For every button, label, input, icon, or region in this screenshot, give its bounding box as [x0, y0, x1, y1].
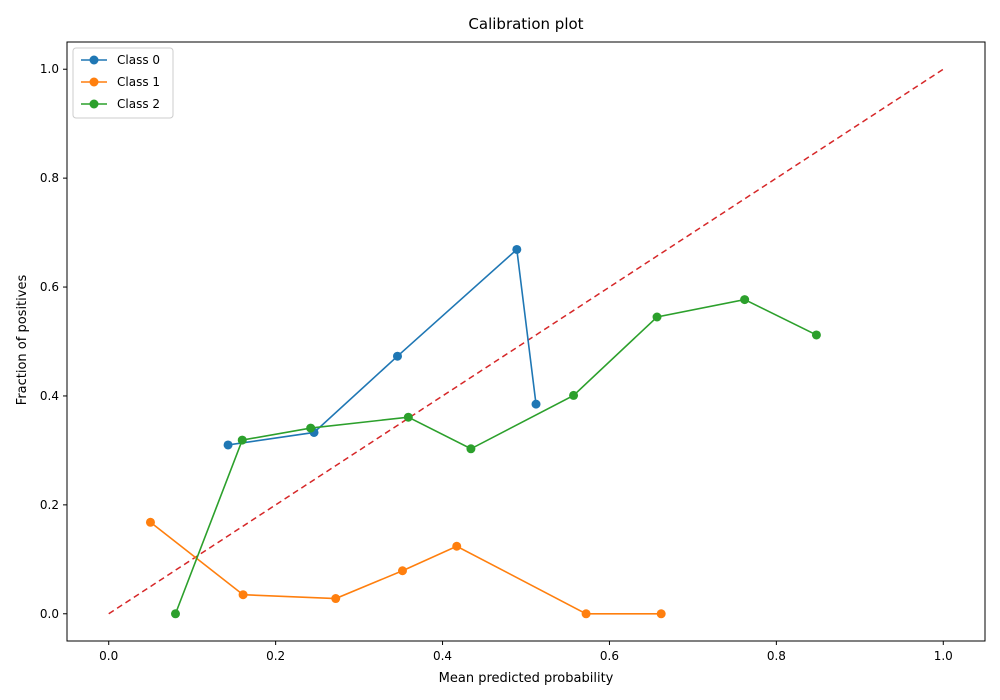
x-tick-label: 0.0 [99, 649, 118, 663]
data-point [740, 295, 750, 305]
legend-label: Class 2 [117, 97, 160, 111]
data-point [512, 244, 522, 254]
legend-swatch-marker [89, 55, 99, 65]
plot-frame [66, 41, 986, 642]
y-tick-label: 0.6 [40, 280, 59, 294]
legend-label: Class 0 [117, 53, 160, 67]
series-2 [170, 295, 821, 619]
y-tick-label: 1.0 [40, 62, 59, 76]
x-tick-label: 1.0 [934, 649, 953, 663]
data-point [331, 594, 341, 604]
data-point [170, 609, 180, 619]
series-0 [223, 244, 541, 450]
legend-box [72, 47, 174, 119]
data-point [656, 609, 666, 619]
y-tick-label: 0.2 [40, 498, 59, 512]
data-point [403, 412, 413, 422]
y-tick-label: 0.0 [40, 607, 59, 621]
reference-line [108, 68, 944, 615]
reference-line-group [108, 68, 944, 615]
y-tick-label: 0.8 [40, 171, 59, 185]
legend-swatch-marker [89, 77, 99, 87]
data-point [397, 566, 407, 576]
series-group [145, 244, 821, 619]
data-point [238, 590, 248, 600]
legend: Class 0 Class 1 Class 2 [72, 47, 174, 119]
data-point [581, 609, 591, 619]
data-point [392, 351, 402, 361]
data-point [223, 440, 233, 450]
data-point [569, 390, 579, 400]
axis-ticks: 0.0 0.2 0.4 0.6 0.8 1.0 0.0 0.2 0.4 0.6 0.8 1.0 [40, 62, 953, 663]
y-tick-label: 0.4 [40, 389, 59, 403]
data-point [306, 423, 316, 433]
chart-title: Calibration plot [468, 15, 583, 33]
series-1 [145, 517, 666, 619]
x-tick-label: 0.2 [266, 649, 285, 663]
data-point [237, 435, 247, 445]
x-axis-label: Mean predicted probability [439, 671, 614, 686]
data-point [531, 399, 541, 409]
x-tick-label: 0.8 [767, 649, 786, 663]
y-axis-label: Fraction of positives [15, 275, 30, 406]
data-point [652, 312, 662, 322]
data-point [145, 517, 155, 527]
data-point [811, 330, 821, 340]
data-point [452, 541, 462, 551]
legend-label: Class 1 [117, 75, 160, 89]
data-point [466, 444, 476, 454]
legend-swatch-marker [89, 99, 99, 109]
x-tick-label: 0.4 [433, 649, 452, 663]
x-tick-label: 0.6 [600, 649, 619, 663]
